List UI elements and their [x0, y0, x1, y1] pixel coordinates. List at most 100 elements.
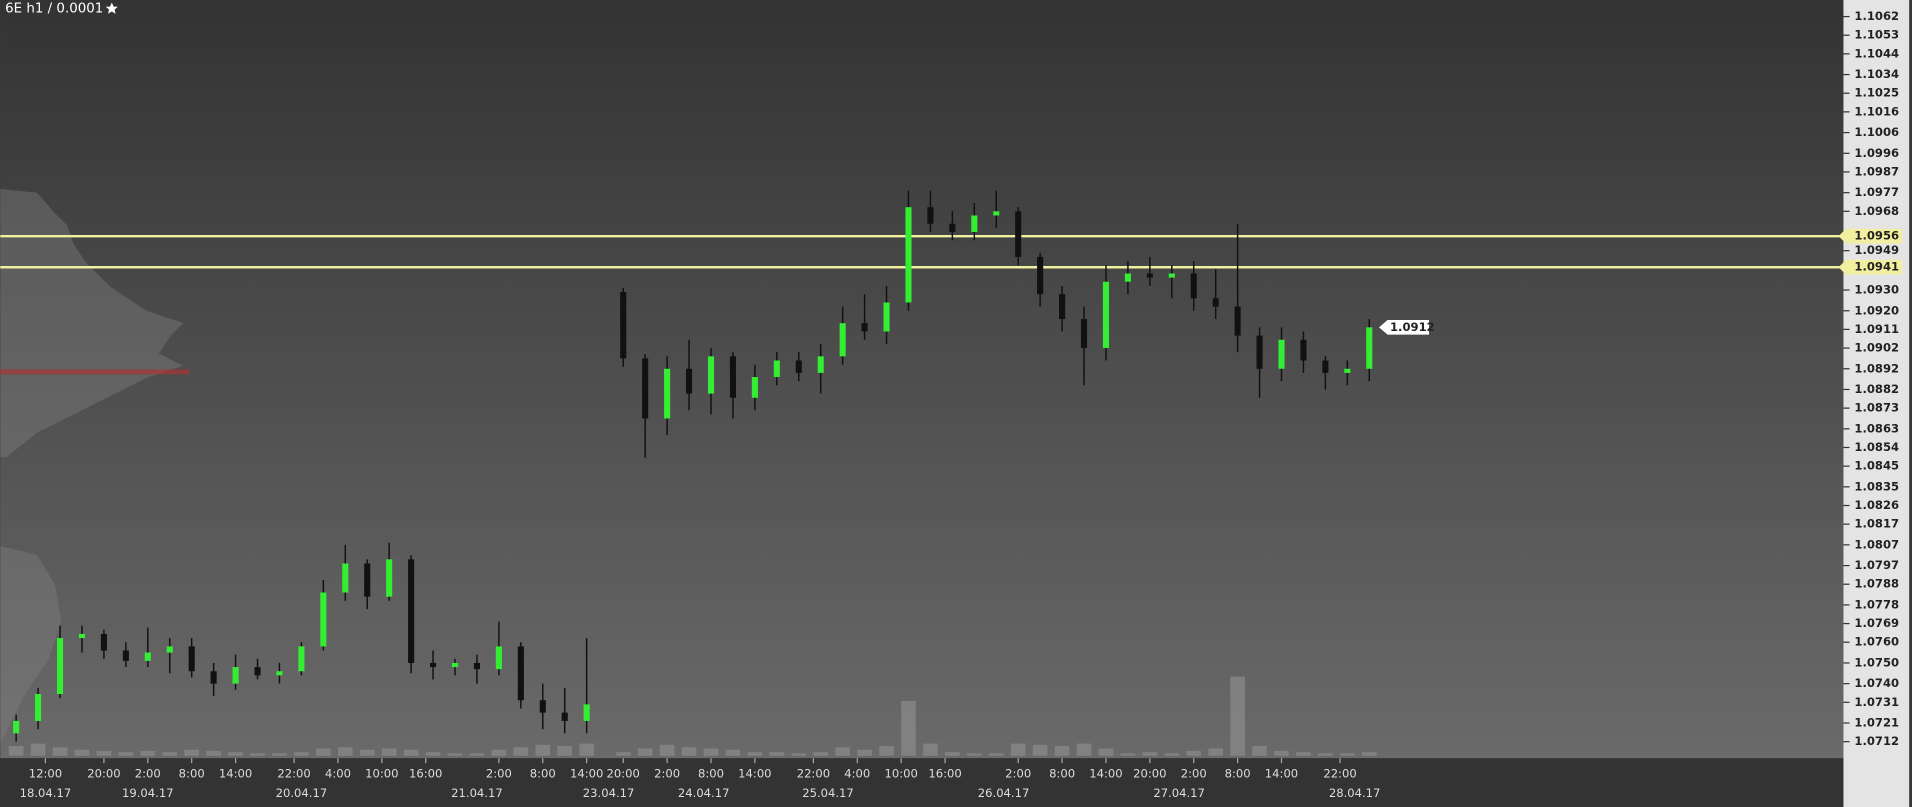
y-tick-label: 1.0731	[1854, 695, 1899, 709]
y-tick-label: 1.0949	[1854, 243, 1899, 257]
x-tick-label: 14:00	[738, 767, 771, 781]
candle-body	[473, 662, 480, 670]
volume-bar	[1032, 744, 1048, 756]
candle-body	[905, 207, 912, 303]
x-tick-label: 8:00	[698, 767, 724, 781]
candle-body	[1146, 273, 1153, 278]
volume-bar	[425, 752, 441, 756]
candle-body	[320, 592, 327, 647]
candle-body	[1124, 273, 1131, 282]
candle-body	[1190, 273, 1197, 299]
volume-bar	[1142, 752, 1158, 756]
volume-bar	[725, 749, 741, 756]
y-tick-label: 1.0788	[1854, 577, 1899, 591]
volume-bar	[118, 752, 134, 756]
candle-body	[342, 563, 349, 593]
x-tick-label: 22:00	[797, 767, 830, 781]
x-date-label: 23.04.17	[583, 786, 635, 800]
candle-body	[729, 356, 736, 398]
volume-bar	[250, 753, 265, 756]
y-tick-label: 1.0920	[1854, 303, 1899, 317]
time-axis-background	[0, 758, 1844, 807]
x-tick-label: 8:00	[1225, 767, 1251, 781]
y-tick-label: 1.0882	[1854, 382, 1899, 396]
volume-bar	[1186, 750, 1202, 756]
y-tick-label: 1.0835	[1854, 479, 1899, 493]
candle-body	[451, 662, 459, 668]
y-tick-label: 1.1034	[1854, 67, 1899, 81]
candle-body	[971, 215, 978, 233]
volume-bar	[1098, 748, 1114, 756]
candle-body	[188, 646, 195, 672]
y-tick-label: 1.1062	[1854, 9, 1899, 23]
x-tick-label: 4:00	[325, 767, 351, 781]
x-tick-label: 20:00	[607, 767, 640, 781]
candle-body	[642, 358, 649, 419]
y-tick-label: 1.0987	[1854, 164, 1899, 178]
x-date-label: 21.04.17	[451, 786, 503, 800]
candle-body	[686, 368, 693, 394]
x-tick-label: 8:00	[1049, 767, 1075, 781]
x-date-label: 19.04.17	[122, 786, 174, 800]
volume-bar	[1054, 746, 1070, 756]
candle-body	[35, 694, 42, 721]
candle-body	[408, 559, 415, 663]
candle-body	[144, 652, 151, 661]
y-tick-label: 1.0760	[1854, 635, 1899, 649]
x-tick-label: 2:00	[654, 767, 680, 781]
volume-bar	[923, 743, 938, 756]
candle-body	[817, 356, 824, 373]
volume-bar	[30, 743, 46, 756]
level-label: 1.0956	[1854, 229, 1899, 243]
level-tag	[1838, 228, 1902, 244]
volume-bar	[491, 749, 507, 756]
y-tick-label: 1.0769	[1854, 616, 1899, 630]
volume-bar	[791, 753, 807, 756]
last-price-tag	[1379, 320, 1430, 335]
candle-body	[495, 646, 502, 670]
volume-bar	[184, 749, 200, 756]
y-tick-label: 1.0968	[1854, 204, 1899, 218]
level-tag	[1838, 259, 1902, 275]
favorite-icon[interactable]	[105, 2, 118, 14]
candle-body	[993, 211, 1000, 216]
volume-bar	[1361, 752, 1377, 756]
x-tick-label: 14:00	[1089, 767, 1122, 781]
volume-bar	[857, 749, 872, 756]
candle-body	[795, 360, 802, 373]
volume-bar	[1010, 743, 1026, 756]
volume-bar	[228, 752, 243, 756]
candle-body	[1366, 327, 1373, 369]
x-tick-label: 22:00	[277, 767, 310, 781]
y-tick-label: 1.0863	[1854, 421, 1899, 435]
candle-body	[298, 646, 305, 672]
candle-body	[773, 360, 780, 378]
candle-body	[1059, 294, 1066, 320]
last-price-label: 1.0912	[1390, 320, 1435, 334]
x-date-label: 26.04.17	[978, 786, 1030, 800]
candle-body	[210, 671, 217, 684]
y-tick-label: 1.0712	[1854, 734, 1899, 748]
x-tick-label: 20:00	[1133, 767, 1166, 781]
y-tick-label: 1.0930	[1854, 283, 1899, 297]
volume-bar	[162, 752, 178, 756]
volume-bar	[901, 700, 916, 756]
volume-bar	[1076, 743, 1092, 756]
x-tick-label: 10:00	[884, 767, 917, 781]
price-axis-background	[1843, 0, 1910, 807]
y-tick-label: 1.0826	[1854, 498, 1899, 512]
y-tick-label: 1.0902	[1854, 341, 1899, 355]
x-tick-label: 14:00	[570, 767, 603, 781]
candle-body	[1037, 256, 1044, 295]
y-tick-label: 1.0996	[1854, 146, 1899, 160]
volume-bar	[1252, 746, 1267, 756]
chart-title: 6E h1 / 0.0001	[5, 2, 103, 17]
volume-bar	[359, 749, 375, 756]
y-tick-label: 1.1044	[1854, 46, 1899, 60]
candle-body	[13, 720, 20, 734]
candle-body	[1256, 335, 1263, 369]
x-date-label: 27.04.17	[1153, 786, 1205, 800]
volume-bar	[813, 752, 829, 756]
x-tick-label: 8:00	[530, 767, 556, 781]
